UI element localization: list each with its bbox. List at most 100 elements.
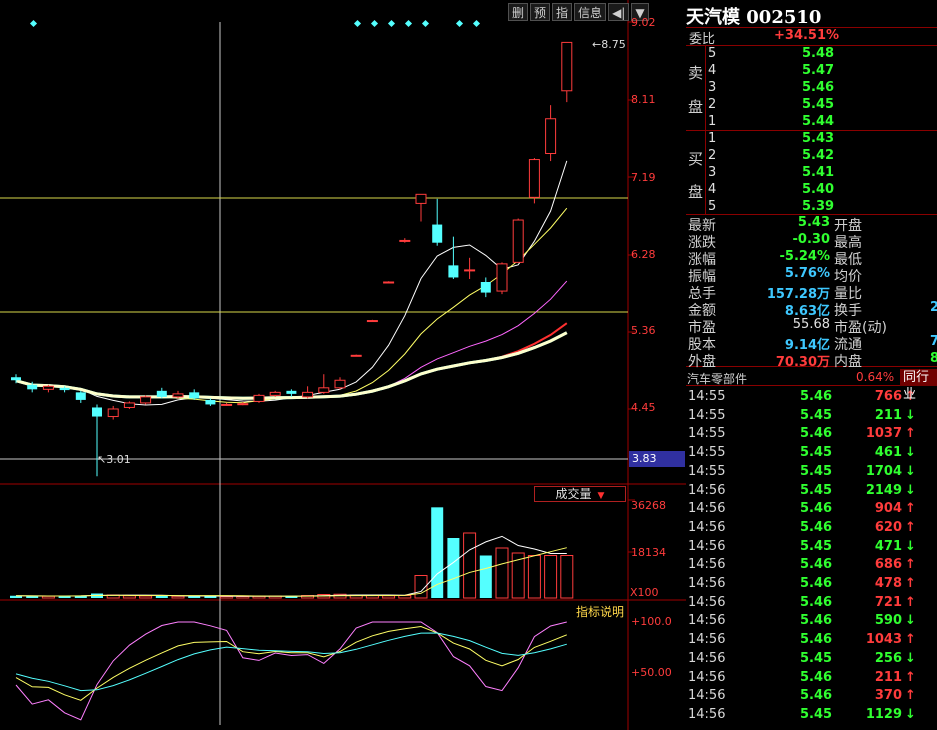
sector-name: 汽车零部件 [687, 372, 748, 386]
volume-bar [544, 555, 558, 599]
separator-line [686, 45, 937, 46]
tick-time: 14:56 [688, 538, 726, 554]
sell-level-price: 5.44 [802, 114, 835, 129]
tick-volume: 620 [874, 519, 902, 535]
tick-time: 14:55 [688, 463, 726, 479]
arrow-down-icon: ↓ [905, 407, 916, 423]
tick-time: 14:56 [688, 594, 726, 610]
quote-label: 金额 [688, 303, 716, 319]
tick-price: 5.46 [800, 501, 833, 517]
volume-bar [171, 595, 185, 599]
sell-level-price: 5.45 [802, 97, 835, 112]
signal-marker [370, 19, 379, 28]
candle-body [399, 239, 411, 242]
indicator-line [15, 632, 567, 692]
same-industry-tab[interactable]: 同行业 [900, 369, 937, 402]
buy-level-price: 5.41 [802, 165, 835, 180]
sell-level-index: 3 [708, 80, 717, 95]
tick-price: 5.45 [800, 445, 833, 461]
tick-price: 5.46 [800, 557, 833, 573]
tick-volume: 766 [874, 389, 902, 404]
indicator-line [15, 625, 567, 701]
indicator-tick: +50.00 [631, 666, 672, 679]
speaker-icon[interactable]: ◀| [608, 3, 630, 21]
separator-line [686, 214, 937, 215]
volume-ma-line [15, 547, 567, 597]
candle-body [366, 320, 378, 323]
indicator-help-button[interactable]: 指标说明 [576, 605, 625, 619]
info-button[interactable]: 信息 [574, 3, 607, 21]
quote-value: -0.30 [792, 232, 830, 247]
candle-body [286, 390, 297, 394]
menu-dropdown-icon[interactable]: ▼ [631, 3, 649, 21]
tick-volume: 211 [874, 407, 902, 423]
tick-volume: 471 [874, 538, 902, 554]
arrow-up-icon: ↑ [905, 389, 916, 404]
tick-price: 5.46 [800, 594, 833, 610]
candle-body [383, 281, 395, 284]
tick-price: 5.45 [800, 482, 833, 498]
tick-volume: 1704 [865, 463, 902, 479]
quote-value: 7 [930, 334, 937, 349]
tick-price: 5.46 [800, 688, 833, 704]
arrow-up-icon: ↑ [905, 557, 916, 573]
tick-price: 5.46 [800, 426, 833, 442]
volume-bar [447, 538, 460, 598]
tick-price: 5.46 [800, 389, 833, 404]
stock-code: 002510 [746, 7, 822, 28]
indicator-button[interactable]: 指 [552, 3, 573, 21]
separator-line [686, 130, 937, 131]
tick-volume: 2149 [865, 482, 902, 498]
kline-chart[interactable] [0, 0, 686, 730]
tick-price: 5.46 [800, 613, 833, 629]
quote-label: 股本 [688, 337, 716, 353]
volume-bar [26, 596, 39, 598]
tick-time: 14:56 [688, 669, 726, 685]
arrow-up-icon: ↑ [905, 669, 916, 685]
arrow-up-icon: ↑ [905, 426, 916, 442]
volume-bar [58, 595, 71, 598]
buy-level-index: 5 [708, 199, 717, 214]
volume-indicator-button[interactable]: 成交量 ▼ [534, 486, 626, 502]
candle-body [27, 384, 38, 390]
tick-time: 14:56 [688, 613, 726, 629]
tick-time: 14:56 [688, 557, 726, 573]
tick-volume: 686 [874, 557, 902, 573]
candle-body [107, 408, 119, 418]
separator-line [686, 27, 937, 28]
volume-bar [122, 595, 136, 599]
buy-level-price: 5.39 [802, 199, 835, 214]
quote-label: 均价 [834, 269, 862, 285]
tick-volume: 1129 [865, 706, 902, 722]
volume-bar [527, 555, 541, 599]
volume-bar [188, 596, 201, 598]
quote-label: 涨幅 [688, 252, 716, 268]
price-tick: 9.02 [631, 16, 656, 29]
candle-body [11, 377, 21, 381]
quote-label: 量比 [834, 286, 862, 302]
signal-marker [472, 19, 481, 28]
indicator-tick: +100.0 [631, 615, 672, 628]
alert-button[interactable]: 预 [530, 3, 551, 21]
arrow-down-icon: ↓ [905, 445, 916, 461]
candle-body [528, 159, 540, 198]
quote-value: 86 [930, 351, 937, 366]
quote-label: 开盘 [834, 218, 862, 234]
arrow-up-icon: ↑ [905, 632, 916, 648]
signal-marker [29, 19, 38, 28]
candle-body [123, 402, 135, 408]
tick-time: 14:56 [688, 706, 726, 722]
delete-button[interactable]: 删 [508, 3, 529, 21]
stock-name: 天汽模 [686, 7, 740, 28]
tick-price: 5.45 [800, 706, 833, 722]
volume-bar [382, 595, 396, 599]
candle-body [221, 403, 233, 406]
candle-body [432, 224, 443, 243]
quote-label: 最低 [834, 252, 862, 268]
signal-marker [404, 19, 413, 28]
buy-level-index: 2 [708, 148, 717, 163]
sell-level-price: 5.47 [802, 63, 835, 78]
quote-value: 5.43 [797, 215, 830, 230]
tick-time: 14:56 [688, 519, 726, 535]
quote-label: 流通 [834, 337, 862, 353]
